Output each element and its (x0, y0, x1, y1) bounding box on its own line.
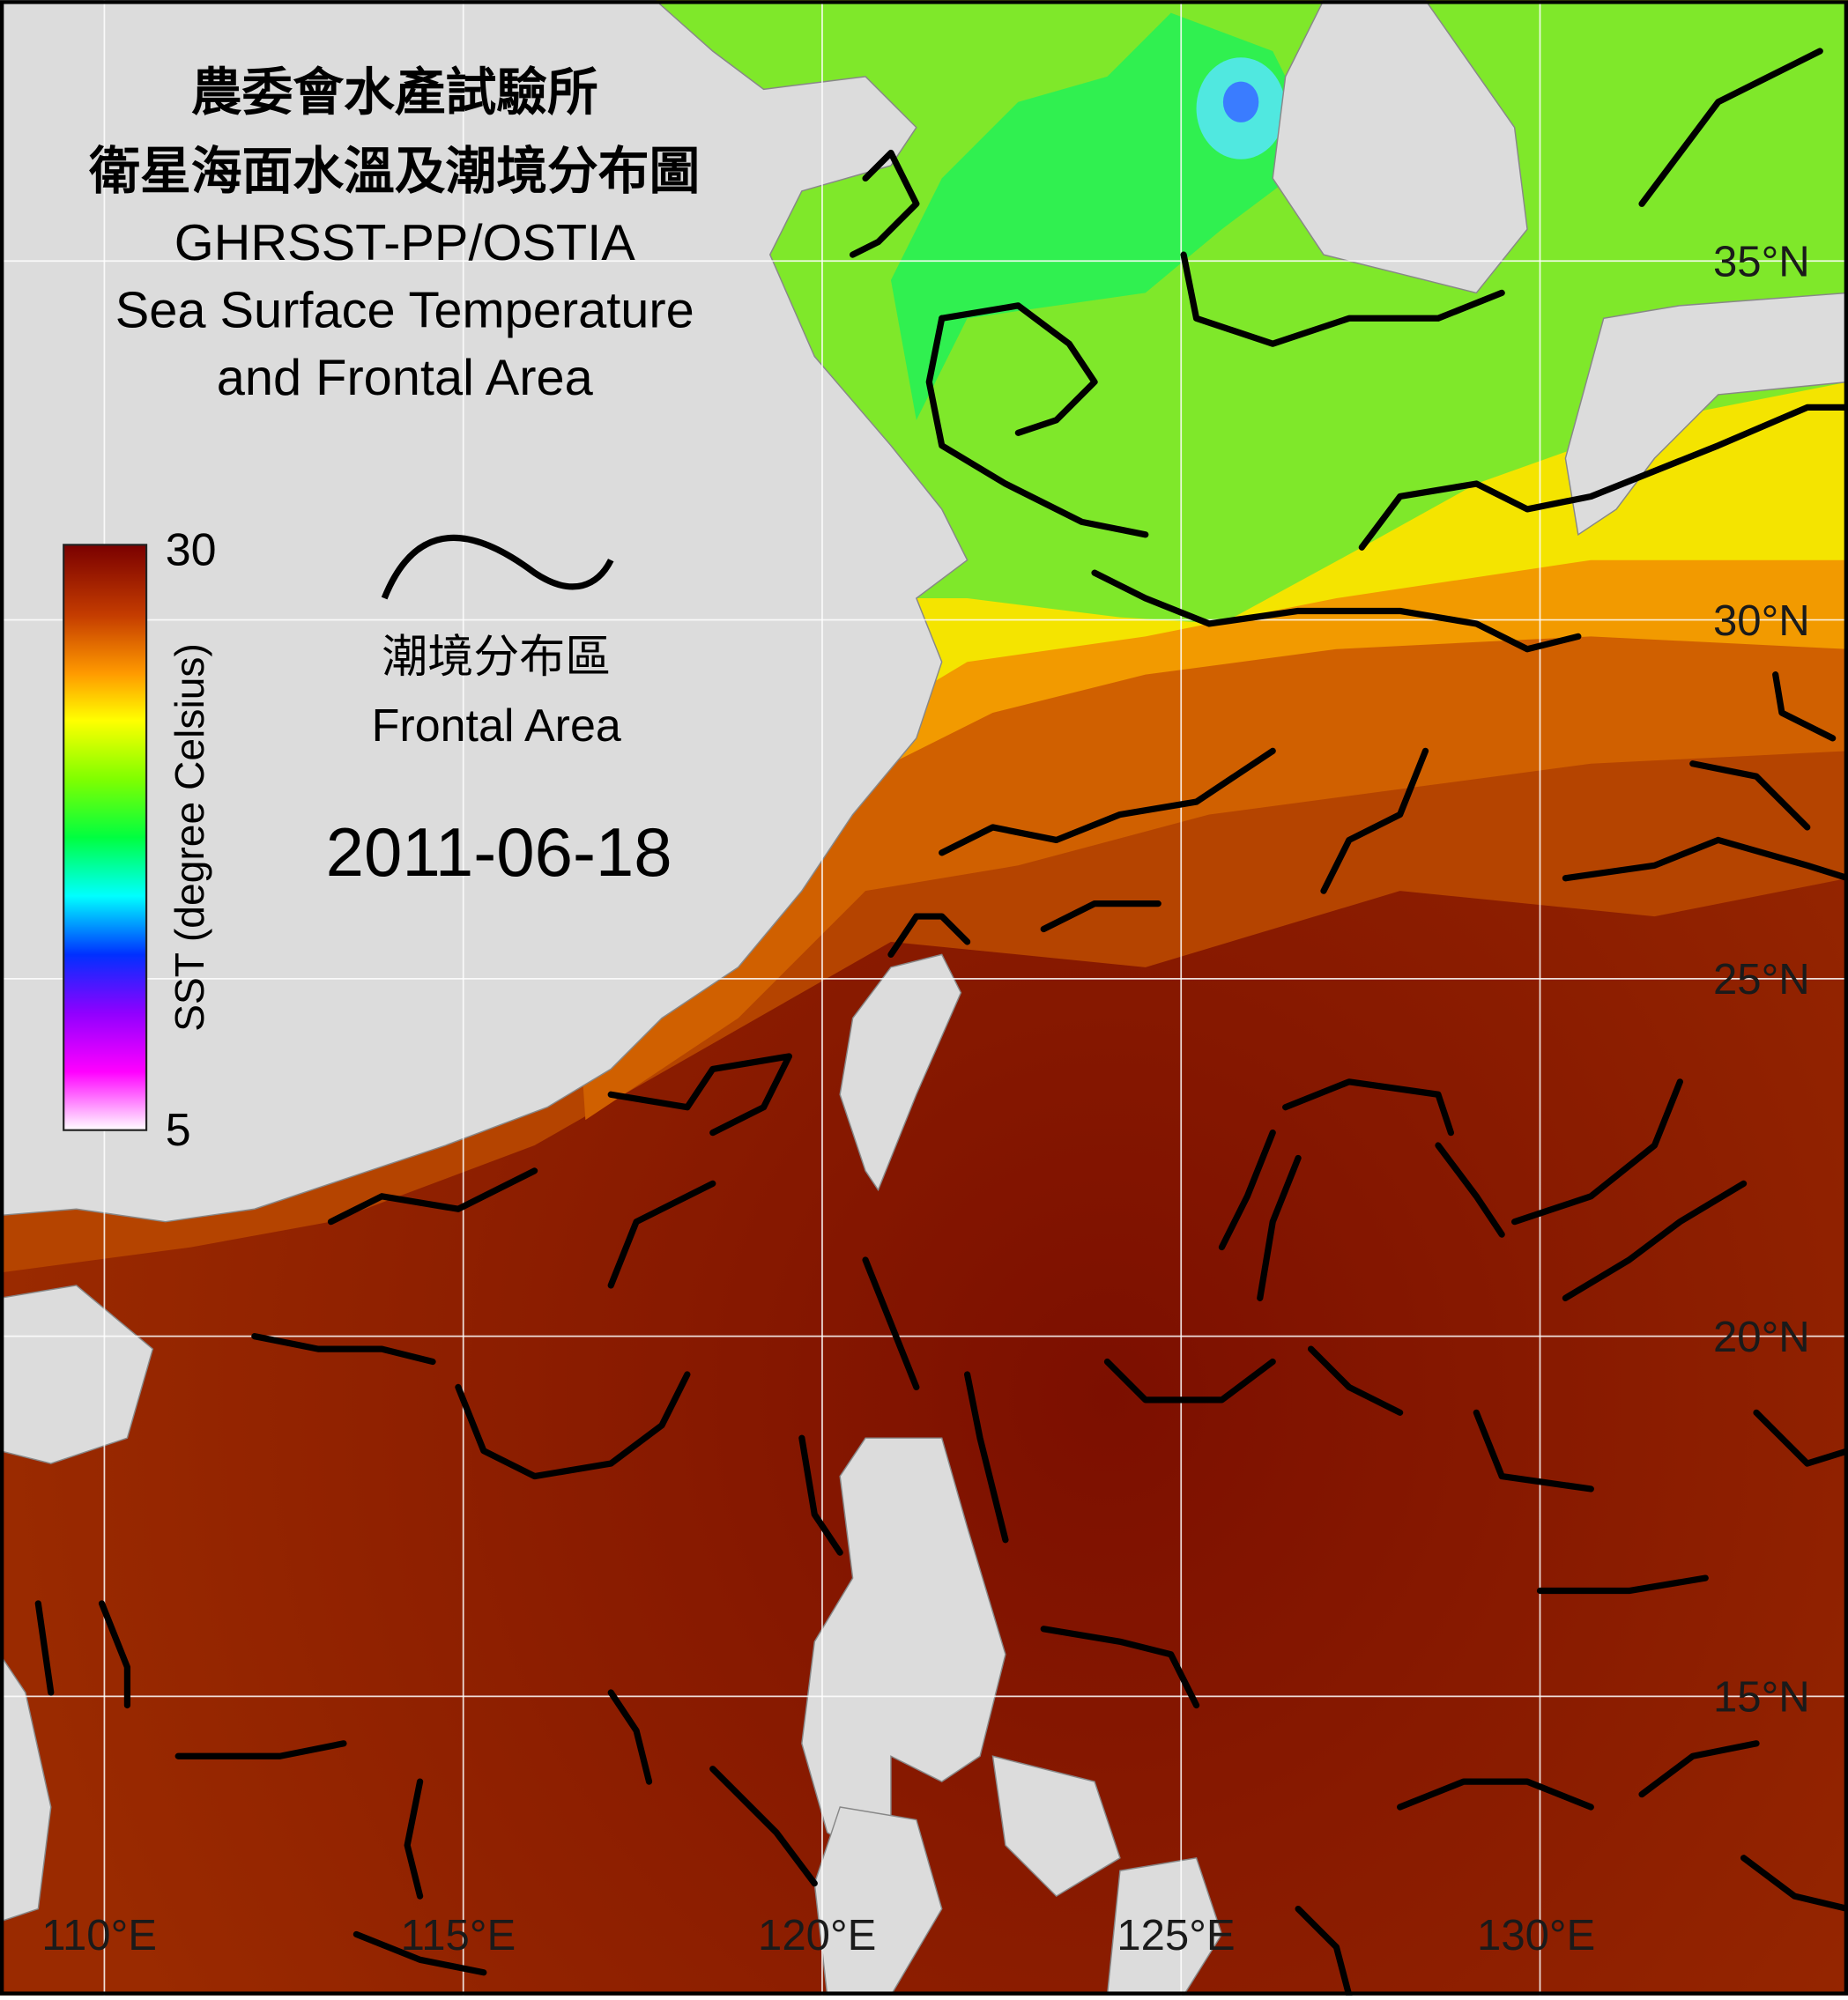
front (850, 149, 920, 258)
land-hainan (0, 1285, 154, 1464)
front (862, 1256, 920, 1391)
date: 2011-06-18 (326, 813, 672, 891)
front (925, 315, 1149, 538)
front (1320, 747, 1429, 894)
front (1091, 569, 1582, 653)
title-zh-1: 農委會水產試驗所 (191, 64, 598, 121)
lat-label: 25°N (1713, 956, 1810, 1004)
front (1040, 1626, 1200, 1709)
front (939, 302, 1098, 436)
sea-cold (1222, 81, 1259, 122)
front (174, 1740, 347, 1759)
front (1772, 671, 1837, 742)
lon-label: 125°E (1117, 1912, 1235, 1959)
frontal-lines (34, 48, 1848, 1999)
lon-label: 120°E (758, 1912, 876, 1959)
front (1180, 251, 1505, 347)
front (1257, 1154, 1302, 1301)
front (1307, 1345, 1404, 1416)
land-japan (1564, 292, 1848, 537)
colorbar (63, 544, 148, 1131)
front (1562, 836, 1848, 882)
front (34, 1600, 55, 1696)
front (1397, 1778, 1594, 1811)
colorbar-max: 30 (166, 524, 217, 575)
land-vietnam (0, 1653, 52, 1922)
title-en-1: GHRSST-PP/OSTIA (174, 215, 636, 271)
front (1103, 1358, 1276, 1404)
title-en-3: and Frontal Area (217, 350, 594, 406)
legend-label-en: Frontal Area (372, 700, 621, 752)
lon-label: 115°E (401, 1912, 516, 1959)
legend-label-zh: 潮境分布區 (382, 632, 611, 683)
title-block: 農委會水產試驗所 衛星海面水溫及潮境分布圖 GHRSST-PP/OSTIA Se… (88, 64, 700, 406)
lat-label: 15°N (1713, 1674, 1810, 1722)
lat-label: 30°N (1713, 597, 1810, 645)
front (1740, 1855, 1848, 1913)
front (455, 1371, 691, 1480)
front (353, 1930, 487, 1976)
front (1282, 1078, 1455, 1137)
front (607, 1689, 653, 1785)
front (1638, 1740, 1760, 1798)
title-en-2: Sea Surface Temperature (115, 282, 694, 338)
lon-label: 130°E (1477, 1912, 1595, 1959)
land-korea (1272, 0, 1528, 294)
front (251, 1333, 436, 1366)
coordinate-labels: 110°E 115°E 120°E 125°E 130°E 35°N 30°N … (41, 239, 1809, 1959)
front (327, 1167, 538, 1226)
lon-label: 110°E (41, 1912, 157, 1959)
land-taiwan (839, 953, 962, 1192)
front (709, 1766, 818, 1887)
front (798, 1434, 843, 1556)
front (1689, 760, 1811, 831)
title-zh-2: 衛星海面水溫及潮境分布圖 (88, 144, 700, 200)
lat-label: 35°N (1713, 239, 1810, 286)
front (1358, 404, 1848, 551)
front (1218, 1129, 1276, 1251)
front (1435, 1142, 1505, 1238)
front (1040, 900, 1161, 933)
land-china (0, 0, 969, 1223)
front (1473, 1409, 1594, 1493)
colorbar-label: SST (degree Celsius) (167, 643, 212, 1032)
front (1295, 1905, 1353, 1999)
legend-symbol (381, 534, 614, 600)
front (404, 1778, 424, 1900)
front (1511, 1078, 1683, 1226)
land-luzon (801, 1437, 1006, 1872)
front (607, 1053, 793, 1137)
front (607, 1180, 716, 1289)
front (887, 913, 971, 959)
front (1753, 1409, 1848, 1467)
sea-green-light (636, 0, 1848, 624)
front (98, 1600, 131, 1709)
lat-label: 20°N (1713, 1314, 1810, 1361)
front (939, 747, 1276, 856)
front (1638, 48, 1823, 207)
front (1536, 1574, 1709, 1595)
front (1562, 1180, 1748, 1301)
colorbar-min: 5 (166, 1105, 191, 1156)
front (963, 1371, 1009, 1544)
